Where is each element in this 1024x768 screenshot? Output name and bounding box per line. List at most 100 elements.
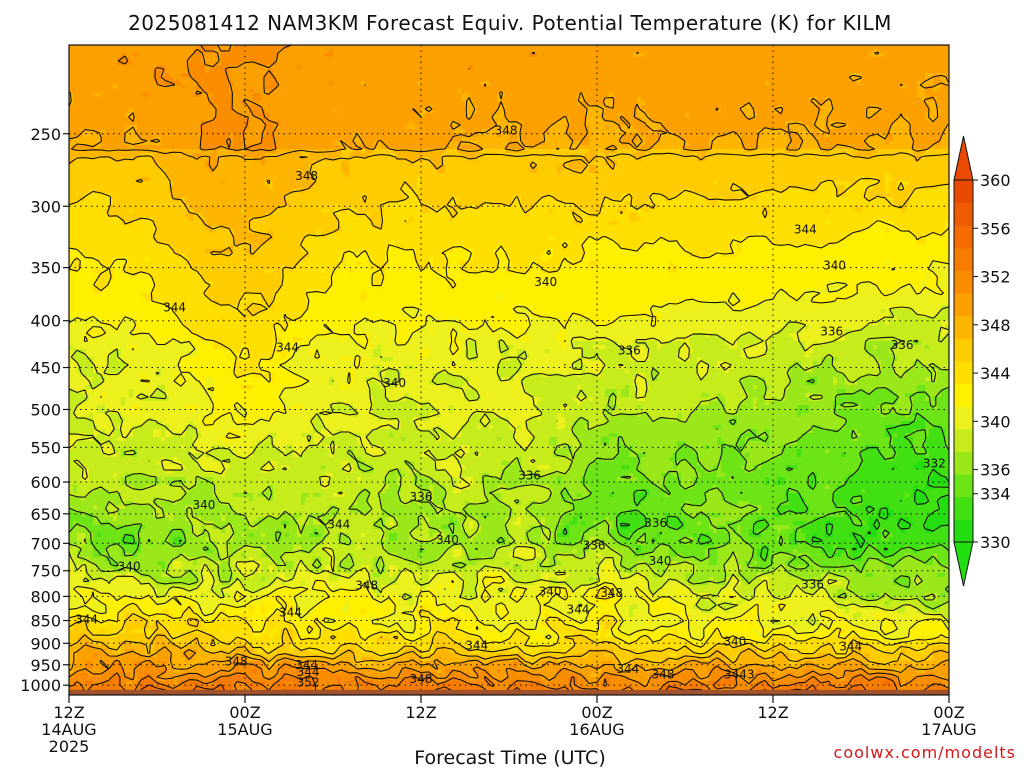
heat-cell — [541, 89, 546, 94]
heat-cell — [125, 69, 130, 74]
heat-cell — [421, 53, 426, 58]
heat-cell — [297, 77, 302, 82]
heat-cell — [821, 65, 826, 70]
heat-cell — [517, 61, 522, 66]
heat-cell — [705, 77, 710, 82]
heat-cell — [385, 89, 390, 94]
heat-cell — [117, 85, 122, 90]
heat-cell — [113, 97, 118, 102]
heat-cell — [941, 85, 946, 90]
heat-cell — [825, 45, 830, 50]
heat-cell — [509, 89, 514, 94]
heat-cell — [177, 57, 182, 62]
heat-cell — [617, 77, 622, 82]
heat-cell — [325, 101, 330, 106]
heat-cell — [937, 93, 942, 98]
heat-cell — [853, 69, 858, 74]
heat-cell — [489, 69, 494, 74]
heat-cell — [693, 57, 698, 62]
heat-cell — [845, 57, 850, 62]
heat-cell — [781, 61, 786, 66]
heat-cell — [97, 45, 102, 50]
heat-cell — [277, 97, 282, 102]
heat-cell — [781, 65, 786, 70]
heat-cell — [669, 97, 674, 102]
heat-cell — [213, 53, 218, 58]
heat-cell — [101, 69, 106, 74]
heat-cell — [685, 73, 690, 78]
heat-cell — [373, 81, 378, 86]
heat-cell — [877, 85, 882, 90]
heat-cell — [549, 45, 554, 50]
heat-cell — [669, 77, 674, 82]
heat-cell — [553, 97, 558, 102]
heat-cell — [609, 65, 614, 70]
heat-cell — [133, 93, 138, 98]
heat-cell — [513, 89, 518, 94]
heat-cell — [225, 101, 230, 106]
heat-cell — [765, 65, 770, 70]
heat-cell — [797, 73, 802, 78]
heat-cell — [737, 65, 742, 70]
heat-cell — [209, 53, 214, 58]
heat-cell — [437, 57, 442, 62]
heat-cell — [493, 57, 498, 62]
heat-cell — [237, 53, 242, 58]
heat-cell — [581, 45, 586, 50]
heat-cell — [669, 49, 674, 54]
heat-cell — [881, 53, 886, 58]
heat-cell — [397, 61, 402, 66]
heat-cell — [621, 57, 626, 62]
heat-cell — [753, 49, 758, 54]
heat-cell — [149, 69, 154, 74]
heat-cell — [709, 49, 714, 54]
heat-cell — [621, 93, 626, 98]
heat-cell — [357, 65, 362, 70]
heat-cell — [653, 45, 658, 50]
heat-cell — [629, 65, 634, 70]
heat-cell — [317, 73, 322, 78]
heat-cell — [469, 73, 474, 78]
heat-cell — [217, 97, 222, 102]
heat-cell — [529, 65, 534, 70]
heat-cell — [737, 85, 742, 90]
heat-cell — [921, 69, 926, 74]
heat-cell — [429, 81, 434, 86]
heat-cell — [357, 101, 362, 106]
heat-cell — [877, 77, 882, 82]
heat-cell — [809, 69, 814, 74]
heat-cell — [109, 45, 114, 50]
heat-cell — [465, 49, 470, 54]
heat-cell — [689, 45, 694, 50]
heat-cell — [321, 93, 326, 98]
heat-cell — [181, 69, 186, 74]
heat-cell — [877, 45, 882, 50]
heat-cell — [741, 73, 746, 78]
heat-cell — [329, 101, 334, 106]
heat-cell — [869, 77, 874, 82]
heat-cell — [97, 65, 102, 70]
heat-cell — [141, 69, 146, 74]
heat-cell — [605, 77, 610, 82]
heat-cell — [437, 61, 442, 66]
heat-cell — [605, 53, 610, 58]
heat-cell — [213, 45, 218, 50]
heat-cell — [717, 97, 722, 102]
heat-cell — [353, 81, 358, 86]
heat-cell — [541, 77, 546, 82]
heat-cell — [457, 93, 462, 98]
heat-cell — [725, 93, 730, 98]
heat-cell — [113, 69, 118, 74]
heat-cell — [205, 77, 210, 82]
heat-cell — [545, 85, 550, 90]
heat-cell — [637, 61, 642, 66]
heat-cell — [285, 65, 290, 70]
heat-cell — [469, 77, 474, 82]
heat-cell — [361, 97, 366, 102]
heat-cell — [309, 49, 314, 54]
heat-cell — [713, 89, 718, 94]
heat-cell — [549, 77, 554, 82]
heat-cell — [445, 81, 450, 86]
heat-cell — [221, 45, 226, 50]
heat-cell — [565, 81, 570, 86]
